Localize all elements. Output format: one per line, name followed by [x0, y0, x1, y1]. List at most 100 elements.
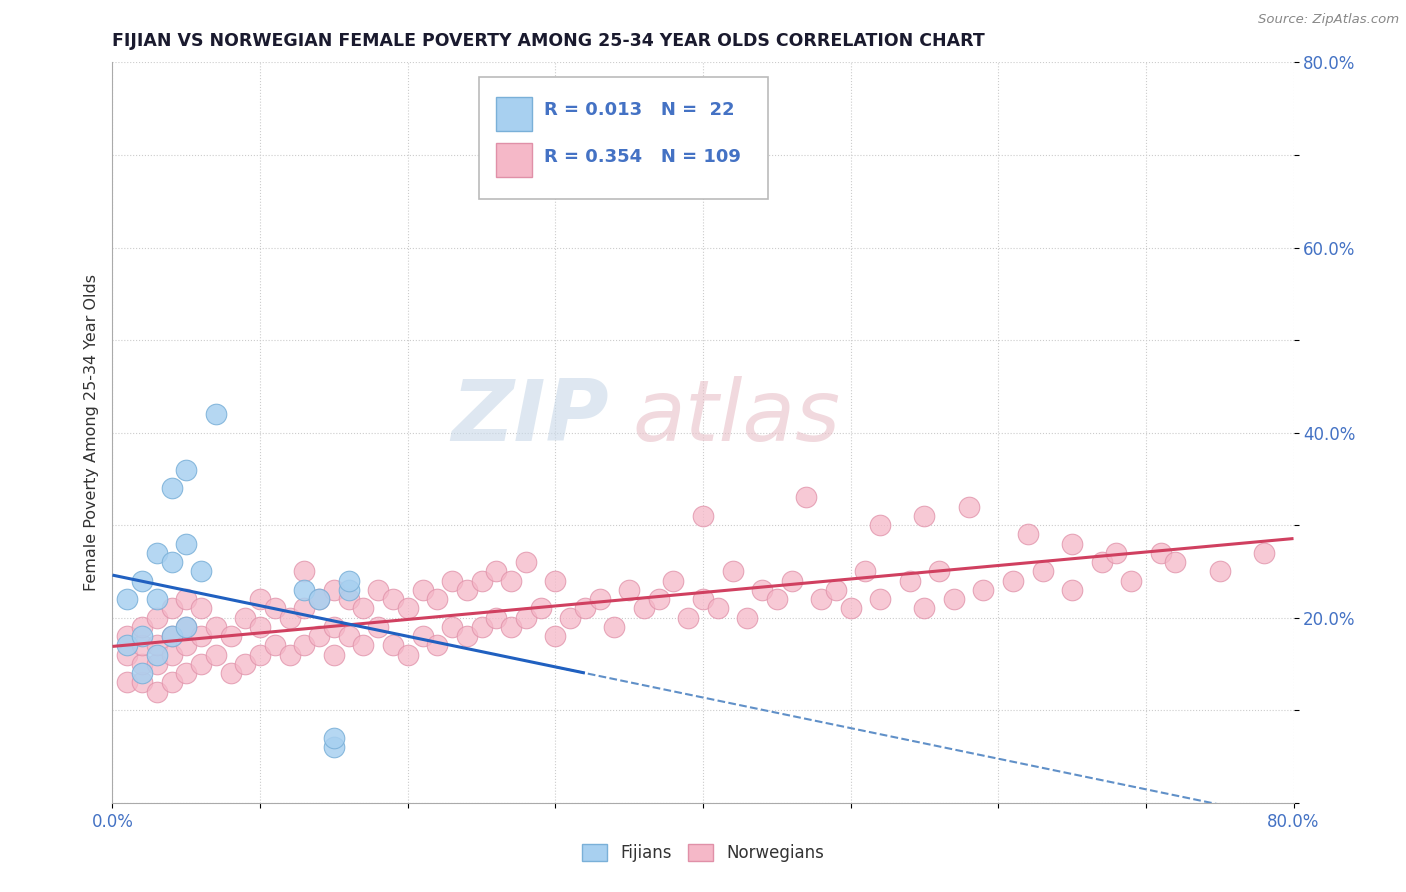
- Point: [721, 565, 744, 579]
- FancyBboxPatch shape: [496, 143, 531, 178]
- Point: [1150, 546, 1173, 560]
- Point: [323, 740, 346, 755]
- Point: [692, 592, 714, 607]
- Text: ZIP: ZIP: [451, 376, 609, 459]
- Point: [233, 610, 256, 624]
- Point: [928, 565, 950, 579]
- Text: R = 0.354   N = 109: R = 0.354 N = 109: [544, 147, 741, 166]
- Point: [574, 601, 596, 615]
- Point: [1164, 555, 1187, 569]
- Point: [131, 629, 153, 643]
- Point: [352, 601, 374, 615]
- Point: [914, 508, 936, 523]
- Point: [323, 731, 346, 745]
- Point: [678, 610, 700, 624]
- Point: [1208, 565, 1232, 579]
- Point: [914, 601, 936, 615]
- Point: [160, 481, 183, 495]
- Point: [411, 629, 433, 643]
- Point: [117, 648, 138, 662]
- Point: [308, 592, 330, 607]
- Point: [957, 500, 980, 514]
- Point: [146, 639, 169, 653]
- Point: [501, 574, 523, 588]
- Point: [869, 518, 891, 533]
- Point: [382, 639, 405, 653]
- Point: [515, 610, 537, 624]
- Point: [558, 610, 582, 624]
- Point: [441, 574, 464, 588]
- Point: [470, 620, 494, 634]
- Point: [1017, 527, 1039, 541]
- Point: [174, 536, 197, 550]
- Point: [515, 555, 537, 569]
- Point: [1119, 574, 1142, 588]
- Point: [146, 546, 169, 560]
- Point: [603, 620, 626, 634]
- Point: [456, 582, 478, 597]
- Point: [1091, 555, 1114, 569]
- Point: [146, 648, 169, 662]
- Point: [692, 508, 714, 523]
- Point: [456, 629, 478, 643]
- Point: [367, 582, 389, 597]
- Point: [308, 629, 330, 643]
- Point: [131, 666, 153, 681]
- Point: [737, 610, 759, 624]
- Point: [146, 657, 169, 671]
- Point: [174, 592, 197, 607]
- Point: [174, 639, 197, 653]
- Point: [1062, 582, 1084, 597]
- Point: [190, 629, 212, 643]
- Point: [249, 648, 271, 662]
- Point: [501, 620, 523, 634]
- Point: [898, 574, 921, 588]
- Point: [160, 629, 183, 643]
- Point: [367, 620, 389, 634]
- Point: [174, 666, 197, 681]
- Point: [869, 592, 891, 607]
- Point: [174, 462, 197, 476]
- Text: R = 0.013   N =  22: R = 0.013 N = 22: [544, 101, 734, 119]
- Point: [174, 620, 197, 634]
- Point: [824, 582, 846, 597]
- Point: [160, 601, 183, 615]
- Point: [1253, 546, 1275, 560]
- Point: [160, 648, 183, 662]
- Point: [278, 648, 301, 662]
- Point: [1032, 565, 1054, 579]
- Point: [633, 601, 655, 615]
- Point: [337, 574, 360, 588]
- Point: [839, 601, 862, 615]
- Point: [766, 592, 789, 607]
- Point: [146, 685, 169, 699]
- Point: [529, 601, 551, 615]
- Point: [855, 565, 877, 579]
- Point: [249, 592, 271, 607]
- Point: [323, 648, 346, 662]
- Point: [160, 629, 183, 643]
- Point: [411, 582, 433, 597]
- Point: [190, 657, 212, 671]
- Point: [588, 592, 610, 607]
- Point: [441, 620, 464, 634]
- Point: [146, 592, 169, 607]
- Text: atlas: atlas: [633, 376, 841, 459]
- Point: [205, 407, 228, 421]
- Point: [160, 555, 183, 569]
- Point: [323, 582, 346, 597]
- Point: [264, 601, 287, 615]
- Point: [485, 610, 508, 624]
- Point: [706, 601, 728, 615]
- Point: [131, 639, 153, 653]
- Point: [662, 574, 685, 588]
- Point: [544, 629, 567, 643]
- Point: [131, 620, 153, 634]
- Point: [337, 582, 360, 597]
- Text: FIJIAN VS NORWEGIAN FEMALE POVERTY AMONG 25-34 YEAR OLDS CORRELATION CHART: FIJIAN VS NORWEGIAN FEMALE POVERTY AMONG…: [112, 32, 986, 50]
- Legend: Fijians, Norwegians: Fijians, Norwegians: [575, 837, 831, 869]
- Point: [205, 620, 228, 634]
- Point: [292, 639, 315, 653]
- Point: [292, 582, 315, 597]
- FancyBboxPatch shape: [478, 78, 768, 200]
